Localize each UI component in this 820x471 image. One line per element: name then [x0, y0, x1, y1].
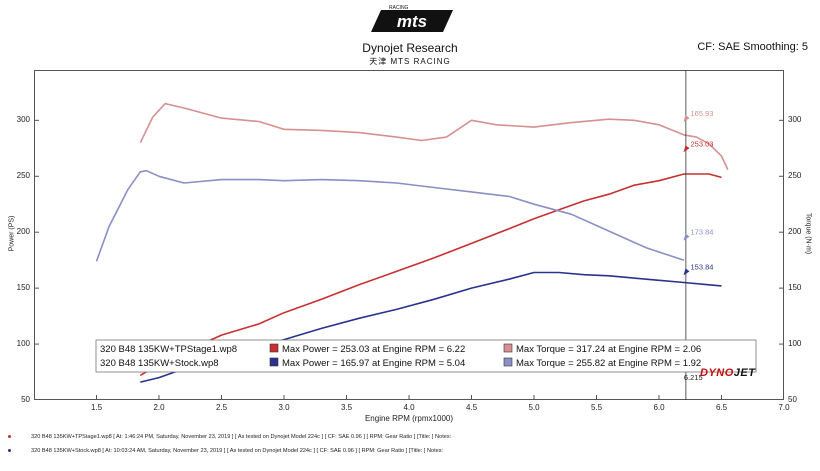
legend-torque-swatch	[503, 357, 513, 367]
svg-text:RACING: RACING	[389, 5, 409, 11]
x-tick-label: 3.0	[278, 403, 290, 412]
cursor-value-label: 165.93	[691, 109, 714, 118]
y-right-tick-label: 200	[788, 227, 802, 237]
cursor-rpm-label: 6.215	[684, 373, 703, 382]
series-line-1	[139, 173, 722, 377]
footer-run1-text: 320 B48 135KW+TPStage1.wp8 [ At: 1:46:24…	[31, 434, 452, 440]
x-tick-label: 6.5	[715, 403, 728, 412]
y-left-axis-label: Power (PS)	[8, 215, 16, 252]
x-tick-label: 2.5	[215, 403, 228, 412]
legend-file-label: 320 B48 135KW+TPStage1.wp8	[100, 344, 237, 355]
legend-max-power: Max Power = 253.03 at Engine RPM = 6.22	[282, 344, 465, 355]
x-tick-label: 4.0	[403, 403, 415, 412]
mts-racing-logo: mts RACING	[371, 5, 453, 32]
x-tick-label: 3.5	[340, 403, 353, 412]
legend-power-swatch	[269, 343, 279, 353]
y-left-tick-label: 300	[16, 115, 30, 125]
x-tick-label: 2.0	[153, 403, 165, 412]
x-tick-label: 5.0	[528, 403, 540, 412]
y-left-tick-label: 250	[16, 171, 30, 181]
y-left-tick-label: 150	[16, 283, 30, 293]
cursor-value-label: 253.03	[691, 139, 714, 148]
y-right-tick-label: 300	[788, 115, 802, 125]
x-axis-label: Engine RPM (rpmx1000)	[364, 414, 454, 423]
x-tick-label: 7.0	[778, 403, 790, 412]
cursor-value-label: 153.84	[691, 262, 714, 271]
legend-box	[95, 339, 757, 373]
footer-run2-text: 320 B48 135KW+Stock.wp8 [ At: 10:03:24 A…	[31, 448, 444, 454]
y-right-tick-label: 150	[788, 283, 802, 293]
dyno-chart: 165.93 253.03 173.84 153.84 320 B48 135KW+TP…	[34, 70, 784, 400]
legend-max-torque: Max Torque = 317.24 at Engine RPM = 2.06	[516, 344, 701, 355]
cursor-marker	[683, 145, 690, 153]
series-line-4	[95, 169, 685, 262]
cursor-marker	[683, 233, 690, 241]
legend-max-torque: Max Torque = 255.82 at Engine RPM = 1.92	[516, 358, 701, 369]
svg-text:mts: mts	[397, 12, 427, 31]
chart-subtitle: 天津 MTS RACING	[369, 57, 451, 66]
footer-run2: 320 B48 135KW+Stock.wp8 [ At: 10:03:24 A…	[8, 448, 443, 454]
y-right-tick-label: 250	[788, 171, 802, 181]
cursor-marker	[683, 268, 690, 276]
y-left-tick-label: 100	[16, 339, 30, 349]
legend-power-swatch	[269, 357, 279, 367]
y-left-tick-label: 50	[21, 395, 30, 404]
footer-run1: 320 B48 135KW+TPStage1.wp8 [ At: 1:46:24…	[8, 434, 451, 440]
cursor-marker	[683, 115, 690, 123]
y-right-tick-label: 100	[788, 339, 802, 349]
x-tick-label: 5.5	[590, 403, 603, 412]
x-tick-label: 6.0	[653, 403, 665, 412]
run2-marker-icon	[8, 449, 11, 453]
settings-label: CF: SAE Smoothing: 5	[697, 41, 808, 53]
x-tick-label: 4.5	[465, 403, 478, 412]
legend-max-power: Max Power = 165.97 at Engine RPM = 5.04	[282, 358, 465, 369]
x-tick-label: 1.5	[90, 403, 103, 412]
y-right-tick-label: 50	[788, 395, 797, 404]
dynojet-brand: DYNOJET	[700, 367, 756, 379]
cursor-value-label: 173.84	[691, 228, 714, 237]
y-right-axis-label: Torque (N·m)	[804, 212, 812, 255]
legend-torque-swatch	[503, 343, 513, 353]
chart-title: Dynojet Research	[362, 41, 458, 55]
run1-marker-icon	[8, 435, 11, 439]
y-left-tick-label: 200	[16, 227, 30, 237]
legend-file-label: 320 B48 135KW+Stock.wp8	[100, 358, 219, 369]
